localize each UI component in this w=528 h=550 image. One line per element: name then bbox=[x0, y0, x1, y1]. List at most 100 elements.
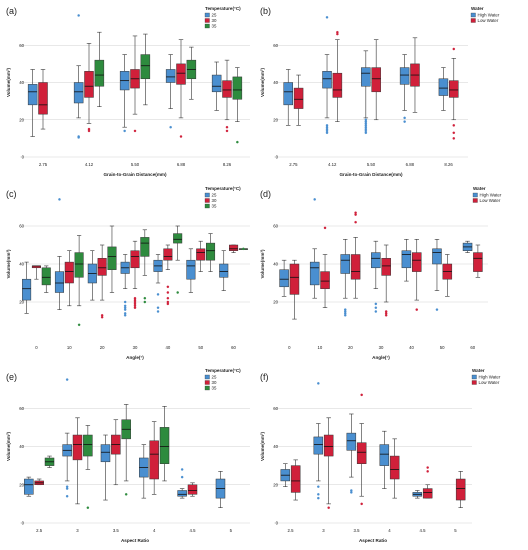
x-tick-label: 8.26 bbox=[223, 162, 232, 167]
box-body bbox=[149, 440, 159, 480]
outlier-point bbox=[225, 129, 229, 133]
x-tick-label: 50 bbox=[198, 345, 203, 350]
box-25-6.88 bbox=[165, 54, 176, 129]
outlier-point bbox=[344, 314, 347, 317]
box-low-water-2.75 bbox=[293, 74, 304, 126]
box-low-water-4 bbox=[389, 438, 400, 499]
outlier-point bbox=[313, 198, 316, 201]
outlier-point bbox=[403, 120, 406, 123]
outlier-point bbox=[156, 306, 160, 309]
box-low-water-5.50 bbox=[371, 39, 381, 121]
panel-label: (b) bbox=[260, 6, 271, 16]
x-axis-label: Angle(°) bbox=[126, 355, 144, 360]
outlier-point bbox=[323, 226, 327, 230]
box-body bbox=[332, 72, 343, 98]
box-25-20 bbox=[87, 250, 97, 301]
x-tick-label: 4.5 bbox=[190, 528, 197, 533]
box-body bbox=[140, 54, 151, 80]
box-body bbox=[177, 490, 187, 497]
outlier-point bbox=[364, 131, 368, 135]
legend-entry: High Water bbox=[480, 193, 502, 198]
y-axis-label: Volume(mm³) bbox=[260, 68, 265, 97]
outlier-point bbox=[65, 487, 69, 490]
y-tick-label: 60 bbox=[19, 43, 24, 48]
outlier-point bbox=[354, 213, 357, 216]
y-tick-label: 40 bbox=[273, 80, 278, 85]
y-tick-label: 20 bbox=[19, 482, 24, 487]
box-body bbox=[361, 67, 371, 87]
outlier-point bbox=[384, 314, 388, 317]
y-axis-label: Volume(mm³) bbox=[6, 249, 11, 278]
box-25-8.26 bbox=[211, 61, 222, 111]
y-tick-label: 0 bbox=[276, 155, 279, 160]
box-30-4.12 bbox=[84, 43, 94, 133]
box-body bbox=[350, 254, 361, 280]
panel-label: (d) bbox=[260, 189, 271, 199]
legend-swatch bbox=[472, 198, 478, 203]
box-body bbox=[309, 261, 320, 286]
x-tick-label: 20 bbox=[348, 345, 353, 350]
outlier-point bbox=[317, 493, 320, 496]
x-tick-label: 20 bbox=[100, 345, 105, 350]
box-body bbox=[186, 259, 196, 280]
box-high-water-10 bbox=[309, 198, 320, 299]
box-high-water-50 bbox=[432, 239, 442, 311]
box-body bbox=[293, 87, 304, 109]
y-tick-label: 20 bbox=[19, 117, 24, 122]
legend-title: Temperature(°C) bbox=[205, 368, 241, 373]
legend-title: Temperature(°C) bbox=[205, 6, 241, 11]
x-tick-label: 4.5 bbox=[420, 528, 427, 533]
box-35-10 bbox=[74, 235, 84, 327]
box-30-60 bbox=[229, 244, 239, 253]
box-body bbox=[84, 71, 94, 98]
outlier-point bbox=[354, 220, 357, 224]
box-35-6.88 bbox=[186, 46, 197, 100]
y-tick-label: 40 bbox=[19, 444, 24, 449]
legend-entry: 25 bbox=[212, 193, 217, 198]
box-body bbox=[64, 261, 74, 284]
x-tick-label: 50 bbox=[440, 345, 445, 350]
outlier-point bbox=[156, 293, 160, 296]
box-body bbox=[232, 76, 243, 100]
x-tick-label: 4.12 bbox=[85, 162, 94, 167]
box-low-water-8.26 bbox=[449, 47, 459, 140]
box-30-40 bbox=[163, 244, 173, 306]
x-tick-label: 2.75 bbox=[289, 162, 298, 167]
box-body bbox=[100, 444, 111, 463]
legend-swatch bbox=[204, 198, 210, 203]
box-25-30 bbox=[120, 254, 130, 317]
outlier-point bbox=[317, 485, 320, 488]
panel-label: (e) bbox=[6, 372, 17, 382]
x-tick-label: 5 bbox=[454, 528, 457, 533]
y-tick-label: 0 bbox=[22, 521, 25, 526]
x-tick-label: 2.5 bbox=[288, 528, 295, 533]
x-tick-label: 30 bbox=[379, 345, 384, 350]
legend-entry: 35 bbox=[212, 386, 217, 391]
box-high-water-5.50 bbox=[361, 50, 371, 135]
legend-entry: Low Water bbox=[478, 18, 499, 23]
outlier-point bbox=[143, 296, 147, 300]
box-body bbox=[54, 271, 64, 293]
y-tick-label: 60 bbox=[273, 406, 278, 411]
box-body bbox=[74, 252, 84, 278]
box-body bbox=[83, 434, 93, 457]
x-tick-label: 3 bbox=[322, 528, 325, 533]
outlier-point bbox=[133, 306, 137, 309]
box-35-50 bbox=[206, 233, 216, 272]
box-body bbox=[196, 248, 206, 261]
box-30-8.26 bbox=[222, 59, 232, 133]
x-tick-label: 40 bbox=[165, 345, 170, 350]
x-tick-label: 30 bbox=[133, 345, 138, 350]
outlier-point bbox=[124, 493, 128, 496]
box-35-40 bbox=[173, 225, 183, 294]
box-body bbox=[356, 442, 367, 464]
legend-swatch bbox=[204, 12, 210, 18]
outlier-point bbox=[58, 198, 61, 201]
outlier-point bbox=[86, 506, 90, 509]
box-body bbox=[38, 82, 48, 115]
outlier-point bbox=[100, 315, 104, 319]
legend-entry: 35 bbox=[212, 24, 217, 29]
box-35-2.5 bbox=[44, 455, 55, 468]
box-body bbox=[97, 258, 107, 276]
